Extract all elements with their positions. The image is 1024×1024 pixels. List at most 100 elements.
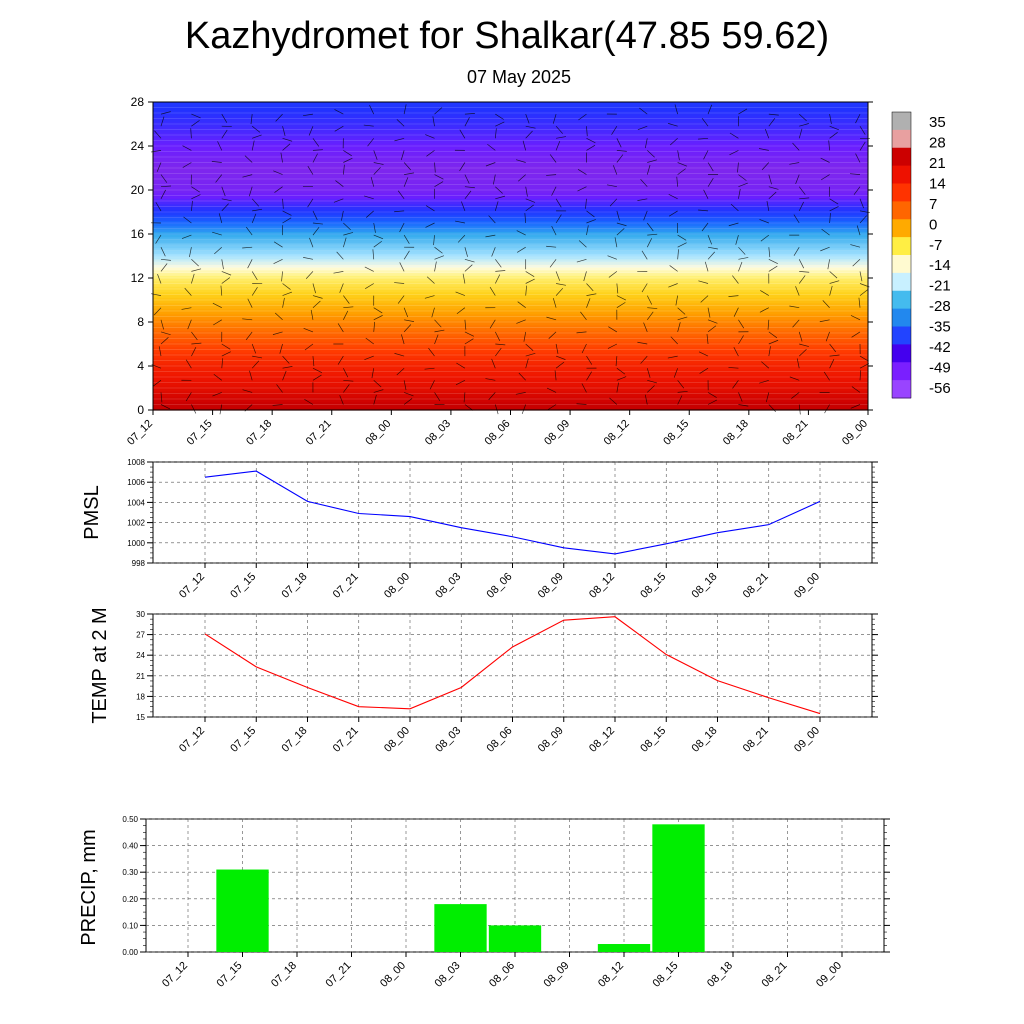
wind-barb	[644, 138, 648, 149]
wind-barb	[334, 125, 344, 132]
wind-barb	[489, 319, 496, 329]
temperature-band	[153, 231, 868, 235]
wind-barb	[764, 128, 770, 139]
wind-barb	[403, 324, 412, 333]
wind-barb	[525, 125, 536, 129]
x-tick-label: 08_21	[741, 725, 771, 755]
wind-barb	[640, 355, 648, 364]
wind-barb	[282, 355, 290, 364]
wind-barb	[155, 234, 162, 244]
x-tick-label: 07_21	[331, 725, 361, 755]
wind-barb	[434, 334, 439, 345]
colorbar-swatch	[892, 112, 911, 131]
colorbar-swatch	[892, 165, 911, 184]
wind-barb	[855, 153, 861, 163]
wind-barb	[245, 331, 253, 341]
x-tick-label: 08_21	[741, 571, 771, 601]
wind-barb	[707, 319, 718, 324]
temperature-band	[153, 146, 868, 150]
wind-barb	[220, 285, 223, 296]
wind-barb	[738, 174, 747, 181]
wind-barb	[515, 392, 526, 395]
wind-barb	[730, 203, 739, 212]
wind-barb	[212, 392, 222, 397]
wind-barb	[668, 194, 678, 200]
wind-barb	[677, 168, 686, 175]
wind-barb	[242, 174, 253, 178]
y-tick-label: 0.10	[122, 921, 138, 930]
wind-barb	[829, 343, 837, 353]
wind-barb	[798, 259, 805, 269]
y-tick-label: 30	[136, 610, 145, 619]
temperature-band	[153, 212, 868, 216]
temperature-band	[153, 363, 868, 367]
temperature-band	[153, 330, 868, 334]
temperature-band	[153, 209, 868, 213]
wind-barb	[578, 240, 587, 248]
wind-barb	[191, 273, 195, 284]
wind-barb	[850, 315, 861, 321]
wind-barb	[738, 335, 744, 345]
colorbar-label: -56	[929, 380, 951, 397]
wind-barb	[829, 354, 840, 357]
wind-barb	[282, 198, 284, 209]
temperature-band	[153, 382, 868, 386]
x-tick-label: 08_06	[485, 571, 515, 601]
wind-barb	[304, 343, 314, 351]
wind-barb	[334, 109, 344, 115]
upper-air-temperature-cross-section: 0 4 8 12 16 20 24 28 07_12 07_15 07_18 07_21 08_00 08…	[125, 95, 873, 448]
y-axis-label: PMSL	[81, 485, 103, 539]
temperature-band	[153, 399, 868, 403]
wind-barb	[738, 257, 749, 260]
x-tick-label: 08_03	[423, 418, 453, 448]
wind-barb	[464, 247, 468, 257]
temperature-band	[153, 148, 868, 153]
wind-barb	[181, 307, 192, 310]
figure-title: Kazhydromet for Shalkar(47.85 59.62)	[185, 15, 829, 57]
y-tick-label: 0.50	[122, 815, 138, 824]
wind-barb	[555, 355, 566, 360]
wind-barb	[155, 202, 162, 212]
wind-barb	[768, 258, 778, 265]
temperature-band	[153, 234, 868, 238]
wind-barb	[677, 234, 687, 241]
wind-barb	[399, 222, 405, 233]
wind-barb	[576, 258, 587, 263]
wind-barb	[644, 394, 648, 405]
wind-barb	[852, 259, 861, 267]
wind-barb	[217, 141, 223, 151]
wind-barb	[404, 392, 414, 397]
x-tick-label: 08_18	[705, 960, 735, 990]
wind-barb	[546, 316, 557, 321]
wind-barb	[677, 322, 681, 332]
wind-barb	[856, 225, 861, 236]
wind-barb	[789, 376, 800, 381]
wind-barb	[160, 258, 171, 261]
wind-barb	[373, 150, 378, 160]
temperature-band	[153, 137, 868, 142]
wind-barb	[312, 356, 315, 367]
temperature-band	[153, 333, 868, 337]
wind-barb	[185, 392, 192, 402]
wind-barb	[791, 392, 800, 399]
wind-barb	[251, 140, 255, 151]
y-tick-label: 1000	[127, 539, 145, 548]
wind-barb	[221, 358, 224, 369]
wind-barb	[485, 162, 496, 167]
wind-barb	[829, 132, 838, 139]
temperature-band	[153, 140, 868, 144]
temperature-band	[153, 242, 868, 246]
wind-barb	[768, 118, 776, 127]
wind-barb	[859, 289, 869, 296]
temperature-band	[153, 275, 868, 279]
wind-barb	[273, 170, 283, 175]
wind-barb	[768, 247, 771, 258]
wind-barb	[403, 380, 407, 391]
x-tick-label: 08_06	[483, 418, 513, 448]
wind-barb	[428, 347, 435, 357]
wind-barb	[851, 331, 861, 338]
wind-barb	[555, 198, 562, 208]
wind-barb	[546, 387, 557, 393]
temperature-band	[153, 396, 868, 400]
precip-bar-chart: 0.00 0.10 0.20 0.30 0.40 0.50 07_12 07_15 07_18 0…	[78, 815, 890, 990]
